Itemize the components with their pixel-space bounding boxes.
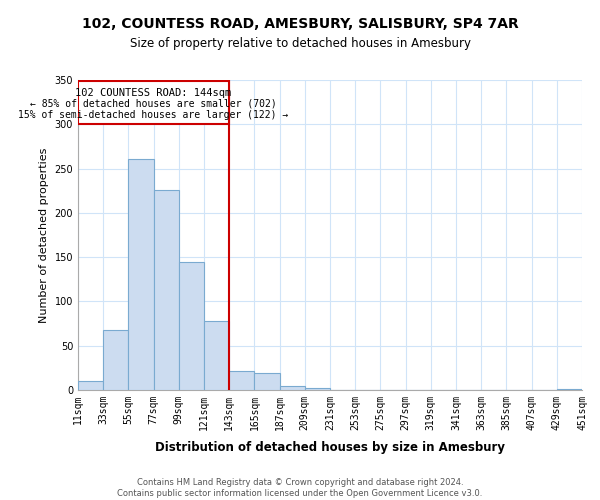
Bar xyxy=(78,381,103,390)
Bar xyxy=(305,388,330,390)
Bar xyxy=(78,81,229,124)
Text: 102 COUNTESS ROAD: 144sqm: 102 COUNTESS ROAD: 144sqm xyxy=(76,88,232,98)
Bar xyxy=(254,373,280,390)
Bar xyxy=(179,262,204,390)
Bar xyxy=(204,321,229,390)
Text: 102, COUNTESS ROAD, AMESBURY, SALISBURY, SP4 7AR: 102, COUNTESS ROAD, AMESBURY, SALISBURY,… xyxy=(82,18,518,32)
X-axis label: Distribution of detached houses by size in Amesbury: Distribution of detached houses by size … xyxy=(155,441,505,454)
Bar xyxy=(280,386,305,390)
Bar xyxy=(103,330,128,390)
Text: Size of property relative to detached houses in Amesbury: Size of property relative to detached ho… xyxy=(130,38,470,51)
Text: Contains HM Land Registry data © Crown copyright and database right 2024.
Contai: Contains HM Land Registry data © Crown c… xyxy=(118,478,482,498)
Y-axis label: Number of detached properties: Number of detached properties xyxy=(39,148,49,322)
Text: 15% of semi-detached houses are larger (122) →: 15% of semi-detached houses are larger (… xyxy=(19,110,289,120)
Bar xyxy=(128,159,154,390)
Bar xyxy=(229,370,254,390)
Bar xyxy=(154,190,179,390)
Bar xyxy=(557,389,582,390)
Text: ← 85% of detached houses are smaller (702): ← 85% of detached houses are smaller (70… xyxy=(30,98,277,108)
